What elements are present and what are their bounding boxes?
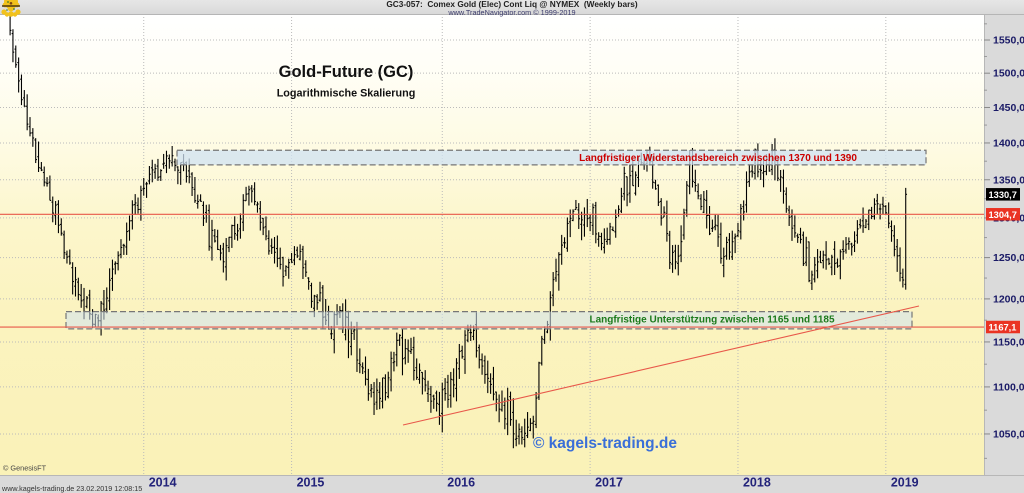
svg-text:www.kagels-trading.de 23.02.: www.kagels-trading.de 23.02.2019 12:08:1…	[1, 484, 142, 493]
svg-text:1250,0: 1250,0	[993, 252, 1024, 264]
svg-text:1550,0: 1550,0	[993, 35, 1024, 47]
svg-text:Gold-Future (GC): Gold-Future (GC)	[279, 63, 414, 81]
svg-text:1200,0: 1200,0	[993, 293, 1024, 305]
svg-text:2015: 2015	[297, 476, 325, 490]
svg-text:2017: 2017	[595, 476, 623, 490]
svg-text:1304,7: 1304,7	[989, 210, 1017, 220]
svg-text:© kagels-trading.de: © kagels-trading.de	[533, 435, 677, 452]
svg-text:1400,0: 1400,0	[993, 137, 1024, 149]
svg-text:1050,0: 1050,0	[993, 428, 1024, 440]
svg-text:1150,0: 1150,0	[993, 336, 1024, 348]
svg-text:Langfristiger Widerstandsberei: Langfristiger Widerstandsbereich zwische…	[579, 153, 857, 164]
svg-text:1330,7: 1330,7	[989, 190, 1017, 200]
svg-text:2018: 2018	[743, 476, 771, 490]
svg-text:2014: 2014	[149, 476, 177, 490]
svg-text:1450,0: 1450,0	[993, 102, 1024, 114]
svg-text:1100,0: 1100,0	[993, 381, 1024, 393]
svg-text:2016: 2016	[447, 476, 475, 490]
svg-text:1500,0: 1500,0	[993, 68, 1024, 80]
svg-text:Logarithmische Skalierung: Logarithmische Skalierung	[277, 88, 416, 100]
svg-text:1167,1: 1167,1	[989, 323, 1017, 333]
svg-text:Langfristige Unterstützung zwi: Langfristige Unterstützung zwischen 1165…	[589, 314, 834, 325]
svg-text:© GenesisFT: © GenesisFT	[3, 464, 47, 473]
svg-text:1350,0: 1350,0	[993, 174, 1024, 186]
svg-text:2019: 2019	[891, 476, 919, 490]
